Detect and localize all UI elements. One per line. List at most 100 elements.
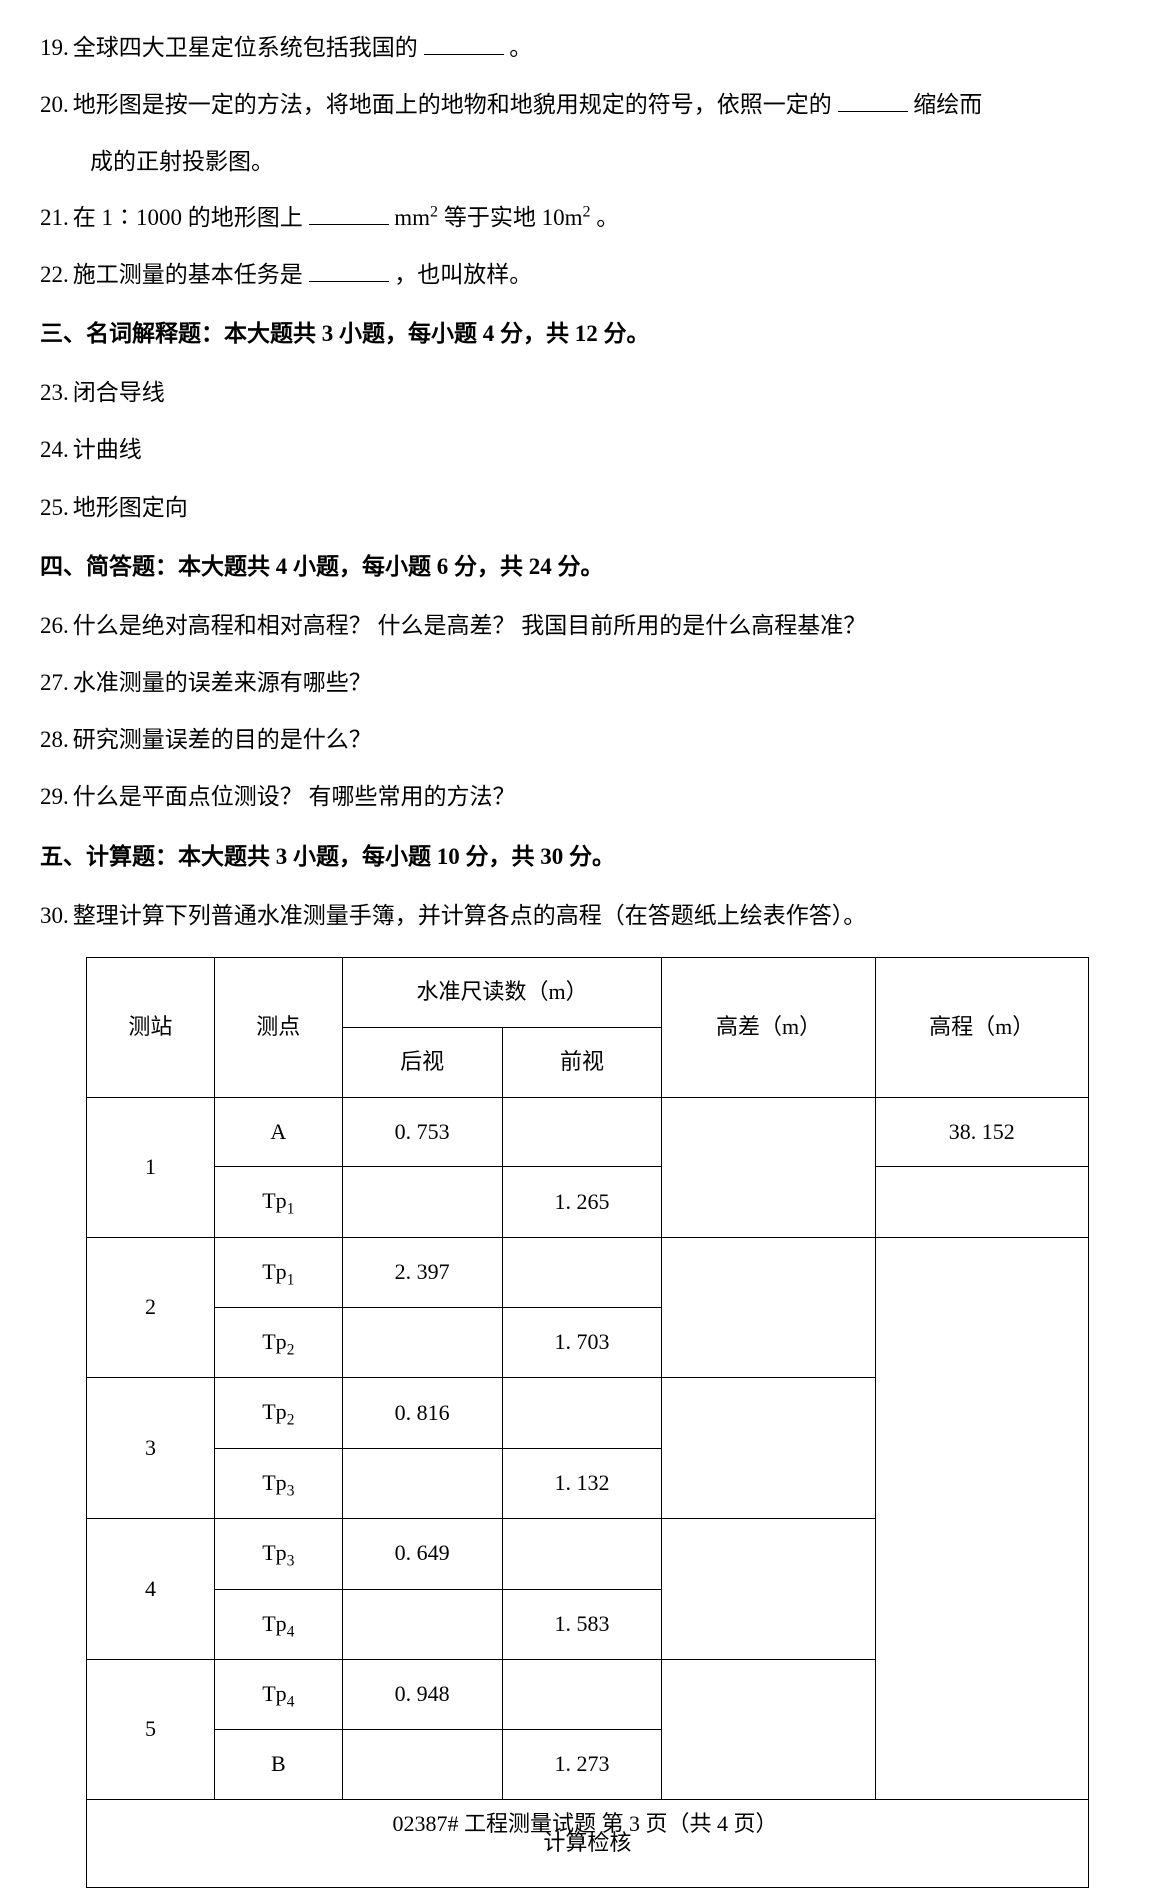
question-19: 19. 全球四大卫星定位系统包括我国的 。 xyxy=(40,20,1130,75)
q29-num: 29. xyxy=(40,769,73,824)
q20-text-1b: 缩绘而 xyxy=(913,92,982,117)
cell-back xyxy=(342,1448,502,1518)
survey-table: 测站 测点 水准尺读数（m） 高差（m） 高程（m） 后视 前视 1A0. 75… xyxy=(86,957,1089,1888)
q22-body: 施工测量的基本任务是 ，也叫放样。 xyxy=(73,247,1130,302)
q26-num: 26. xyxy=(40,598,73,653)
q25-text: 地形图定向 xyxy=(73,480,1130,535)
table-row: 2Tp12. 397 xyxy=(87,1237,1089,1307)
cell-fore xyxy=(502,1097,662,1167)
table-body: 1A0. 75338. 152Tp11. 2652Tp12. 397Tp21. … xyxy=(87,1097,1089,1887)
cell-fore: 1. 703 xyxy=(502,1308,662,1378)
question-22: 22. 施工测量的基本任务是 ，也叫放样。 xyxy=(40,247,1130,302)
cell-station: 1 xyxy=(87,1097,215,1237)
q21-text-a: 在 1∶1000 的地形图上 xyxy=(73,205,303,230)
q21-sup1: 2 xyxy=(430,203,438,220)
cell-diff xyxy=(662,1378,875,1519)
cell-point: Tp3 xyxy=(214,1448,342,1518)
cell-back xyxy=(342,1589,502,1659)
question-24: 24. 计曲线 xyxy=(40,422,1130,477)
q23-num: 23. xyxy=(40,365,73,420)
q21-blank xyxy=(309,199,389,224)
q27-text: 水准测量的误差来源有哪些？ xyxy=(73,655,1130,710)
q24-text: 计曲线 xyxy=(73,422,1130,477)
cell-fore xyxy=(502,1659,662,1729)
section-5-heading: 五、计算题：本大题共 3 小题，每小题 10 分，共 30 分。 xyxy=(40,829,1130,884)
q21-text-b: mm xyxy=(394,205,430,230)
th-elev: 高程（m） xyxy=(875,958,1088,1098)
cell-elev: 38. 152 xyxy=(875,1097,1088,1167)
cell-elev xyxy=(875,1167,1088,1237)
cell-fore xyxy=(502,1519,662,1589)
q20-body-2: 成的正射投影图。 xyxy=(40,134,1130,189)
cell-station: 5 xyxy=(87,1659,215,1799)
cell-point: Tp1 xyxy=(214,1237,342,1307)
cell-back: 2. 397 xyxy=(342,1237,502,1307)
q22-text-b: ，也叫放样。 xyxy=(394,262,532,287)
th-diff: 高差（m） xyxy=(662,958,875,1098)
cell-station: 2 xyxy=(87,1237,215,1378)
question-26: 26. 什么是绝对高程和相对高程？ 什么是高差？ 我国目前所用的是什么高程基准？ xyxy=(40,598,1130,653)
cell-diff xyxy=(662,1097,875,1237)
question-29: 29. 什么是平面点位测设？ 有哪些常用的方法？ xyxy=(40,769,1130,824)
cell-point: Tp2 xyxy=(214,1308,342,1378)
q30-text: 整理计算下列普通水准测量手簿，并计算各点的高程（在答题纸上绘表作答）。 xyxy=(73,888,1130,943)
th-reading: 水准尺读数（m） xyxy=(342,958,662,1028)
q22-num: 22. xyxy=(40,247,73,302)
cell-fore: 1. 583 xyxy=(502,1589,662,1659)
th-fore: 前视 xyxy=(502,1027,662,1097)
cell-back: 0. 753 xyxy=(342,1097,502,1167)
q29-text: 什么是平面点位测设？ 有哪些常用的方法？ xyxy=(73,769,1130,824)
q24-num: 24. xyxy=(40,422,73,477)
th-point: 测点 xyxy=(214,958,342,1098)
cell-fore: 1. 132 xyxy=(502,1448,662,1518)
cell-station: 3 xyxy=(87,1378,215,1519)
cell-point: Tp1 xyxy=(214,1167,342,1237)
cell-diff xyxy=(662,1659,875,1799)
q23-text: 闭合导线 xyxy=(73,365,1130,420)
q19-blank xyxy=(424,30,504,55)
q20-blank xyxy=(838,87,908,112)
q20-body-1: 地形图是按一定的方法，将地面上的地物和地貌用规定的符号，依照一定的 缩绘而 xyxy=(73,77,1130,132)
question-28: 28. 研究测量误差的目的是什么？ xyxy=(40,712,1130,767)
question-20: 20. 地形图是按一定的方法，将地面上的地物和地貌用规定的符号，依照一定的 缩绘… xyxy=(40,77,1130,132)
cell-point: Tp3 xyxy=(214,1519,342,1589)
cell-elev-merged xyxy=(875,1237,1088,1799)
q22-blank xyxy=(309,256,389,281)
th-back: 后视 xyxy=(342,1027,502,1097)
q19-body: 全球四大卫星定位系统包括我国的 。 xyxy=(73,20,1130,75)
q26-text: 什么是绝对高程和相对高程？ 什么是高差？ 我国目前所用的是什么高程基准？ xyxy=(73,598,1130,653)
cell-point: B xyxy=(214,1730,342,1800)
cell-back xyxy=(342,1167,502,1237)
q19-num: 19. xyxy=(40,20,73,75)
q19-text-a: 全球四大卫星定位系统包括我国的 xyxy=(73,35,418,60)
question-27: 27. 水准测量的误差来源有哪些？ xyxy=(40,655,1130,710)
q22-text-a: 施工测量的基本任务是 xyxy=(73,262,303,287)
question-23: 23. 闭合导线 xyxy=(40,365,1130,420)
table-row: Tp1 1. 265 xyxy=(87,1167,1089,1237)
cell-diff xyxy=(662,1237,875,1378)
q19-text-b: 。 xyxy=(509,35,532,60)
q21-body: 在 1∶1000 的地形图上 mm2 等于实地 10m2 。 xyxy=(73,190,1130,245)
q25-num: 25. xyxy=(40,480,73,535)
q20-num: 20. xyxy=(40,77,73,132)
q21-text-c: 等于实地 10m xyxy=(444,205,583,230)
cell-back: 0. 816 xyxy=(342,1378,502,1448)
section-3-heading: 三、名词解释题：本大题共 3 小题，每小题 4 分，共 12 分。 xyxy=(40,306,1130,361)
q21-sup2: 2 xyxy=(582,203,590,220)
q27-num: 27. xyxy=(40,655,73,710)
cell-back xyxy=(342,1730,502,1800)
section-4-heading: 四、简答题：本大题共 4 小题，每小题 6 分，共 24 分。 xyxy=(40,539,1130,594)
q20-text-1a: 地形图是按一定的方法，将地面上的地物和地貌用规定的符号，依照一定的 xyxy=(73,92,832,117)
cell-fore xyxy=(502,1237,662,1307)
q30-num: 30. xyxy=(40,888,73,943)
cell-point: Tp4 xyxy=(214,1659,342,1729)
cell-fore: 1. 273 xyxy=(502,1730,662,1800)
cell-point: Tp4 xyxy=(214,1589,342,1659)
cell-fore: 1. 265 xyxy=(502,1167,662,1237)
page-content: 19. 全球四大卫星定位系统包括我国的 。 20. 地形图是按一定的方法，将地面… xyxy=(40,20,1130,1888)
cell-back: 0. 948 xyxy=(342,1659,502,1729)
table-row: 1A0. 75338. 152 xyxy=(87,1097,1089,1167)
cell-back xyxy=(342,1308,502,1378)
q21-text-d: 。 xyxy=(596,205,619,230)
page-footer: 02387# 工程测量试题 第 3 页（共 4 页） xyxy=(40,1806,1130,1838)
